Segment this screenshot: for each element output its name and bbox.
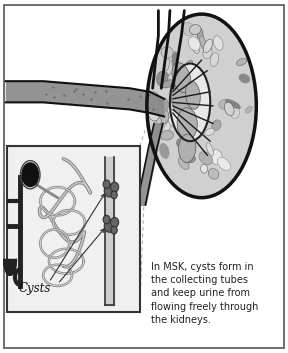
Polygon shape (4, 259, 16, 275)
Bar (7, 146, 140, 312)
Ellipse shape (245, 106, 252, 113)
Ellipse shape (156, 118, 161, 124)
Ellipse shape (186, 60, 193, 69)
Ellipse shape (186, 156, 196, 163)
Ellipse shape (192, 69, 200, 82)
Ellipse shape (162, 121, 171, 136)
Ellipse shape (236, 58, 247, 66)
Ellipse shape (217, 157, 231, 170)
Ellipse shape (156, 108, 169, 124)
Text: In MSK, cysts form in
the collecting tubes
and keep urine from
flowing freely th: In MSK, cysts form in the collecting tub… (151, 262, 259, 325)
Ellipse shape (177, 108, 197, 139)
Ellipse shape (111, 191, 117, 199)
Ellipse shape (111, 182, 119, 192)
Ellipse shape (212, 120, 221, 131)
Polygon shape (6, 81, 164, 116)
Ellipse shape (219, 99, 232, 109)
Ellipse shape (161, 47, 173, 58)
Ellipse shape (205, 128, 215, 136)
Ellipse shape (185, 126, 195, 137)
Ellipse shape (210, 150, 222, 164)
Ellipse shape (183, 22, 195, 36)
Ellipse shape (149, 92, 160, 106)
Ellipse shape (203, 39, 213, 53)
Ellipse shape (169, 114, 179, 126)
Ellipse shape (197, 28, 203, 45)
Ellipse shape (111, 217, 119, 227)
Ellipse shape (213, 36, 223, 50)
Ellipse shape (111, 226, 117, 234)
Ellipse shape (177, 139, 187, 149)
Ellipse shape (182, 109, 191, 127)
Ellipse shape (104, 184, 115, 197)
Ellipse shape (178, 109, 185, 120)
Ellipse shape (199, 152, 213, 165)
Ellipse shape (206, 150, 216, 161)
Ellipse shape (203, 46, 212, 59)
Ellipse shape (195, 72, 204, 83)
Ellipse shape (185, 77, 193, 87)
Ellipse shape (103, 180, 110, 189)
Ellipse shape (160, 143, 169, 158)
Ellipse shape (190, 25, 201, 35)
Ellipse shape (148, 108, 159, 121)
Ellipse shape (147, 14, 256, 198)
Ellipse shape (157, 107, 164, 116)
Ellipse shape (162, 80, 174, 88)
Ellipse shape (239, 74, 250, 83)
Ellipse shape (210, 53, 219, 66)
Ellipse shape (206, 143, 213, 156)
Ellipse shape (172, 62, 191, 93)
Ellipse shape (22, 163, 38, 186)
Ellipse shape (182, 96, 190, 106)
Ellipse shape (163, 58, 169, 71)
Ellipse shape (200, 36, 207, 51)
Ellipse shape (208, 169, 219, 179)
Ellipse shape (184, 153, 192, 163)
Ellipse shape (179, 134, 196, 162)
Ellipse shape (171, 82, 192, 116)
Ellipse shape (178, 157, 189, 169)
Ellipse shape (168, 73, 183, 88)
Ellipse shape (177, 70, 183, 79)
Ellipse shape (178, 77, 192, 89)
Ellipse shape (170, 64, 210, 141)
Ellipse shape (160, 98, 169, 110)
Ellipse shape (201, 164, 208, 173)
Ellipse shape (103, 215, 110, 224)
Ellipse shape (192, 41, 200, 53)
Ellipse shape (224, 102, 234, 116)
Ellipse shape (172, 52, 178, 68)
Ellipse shape (160, 131, 174, 140)
Ellipse shape (226, 100, 240, 109)
Ellipse shape (169, 92, 178, 106)
Ellipse shape (156, 71, 169, 87)
Ellipse shape (194, 69, 205, 82)
Ellipse shape (104, 220, 115, 232)
Ellipse shape (183, 71, 194, 84)
Ellipse shape (185, 81, 200, 109)
Ellipse shape (174, 67, 183, 75)
Ellipse shape (230, 104, 240, 119)
Text: Cysts: Cysts (19, 282, 51, 295)
Ellipse shape (188, 37, 200, 50)
